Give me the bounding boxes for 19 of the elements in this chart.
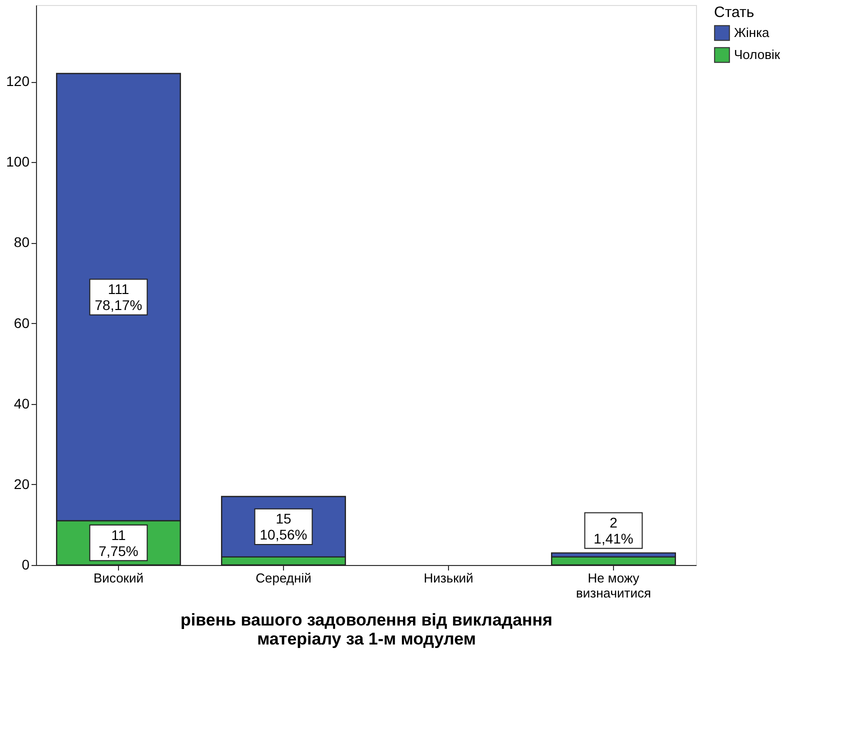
data-label: 11 7,75%	[98, 526, 138, 559]
data-label: 15 10,56%	[260, 510, 308, 543]
y-tick-label: 120	[6, 73, 30, 90]
y-tick-label: 80	[14, 234, 30, 250]
y-tick-label: 100	[6, 154, 30, 170]
x-tick-label: Низький	[424, 570, 474, 586]
x-axis-title: рівень вашого задоволення від викладання матеріалу за 1-м модулем	[180, 610, 552, 648]
legend-label: Чоловік	[734, 47, 780, 62]
y-tick-label: 20	[14, 476, 30, 492]
data-label: 2 1,41%	[594, 514, 634, 547]
x-tick-label: Середній	[256, 570, 312, 586]
legend-title: Стать	[714, 4, 754, 21]
y-tick-label: 0	[22, 556, 30, 572]
legend-label: Жінка	[734, 25, 770, 40]
y-tick-label: 60	[14, 314, 30, 331]
x-tick-label: Не можу визначитися	[576, 570, 652, 600]
data-label: 111 78,17%	[94, 281, 142, 314]
y-tick-label: 40	[14, 395, 30, 412]
x-tick-label: Високий	[93, 570, 144, 586]
